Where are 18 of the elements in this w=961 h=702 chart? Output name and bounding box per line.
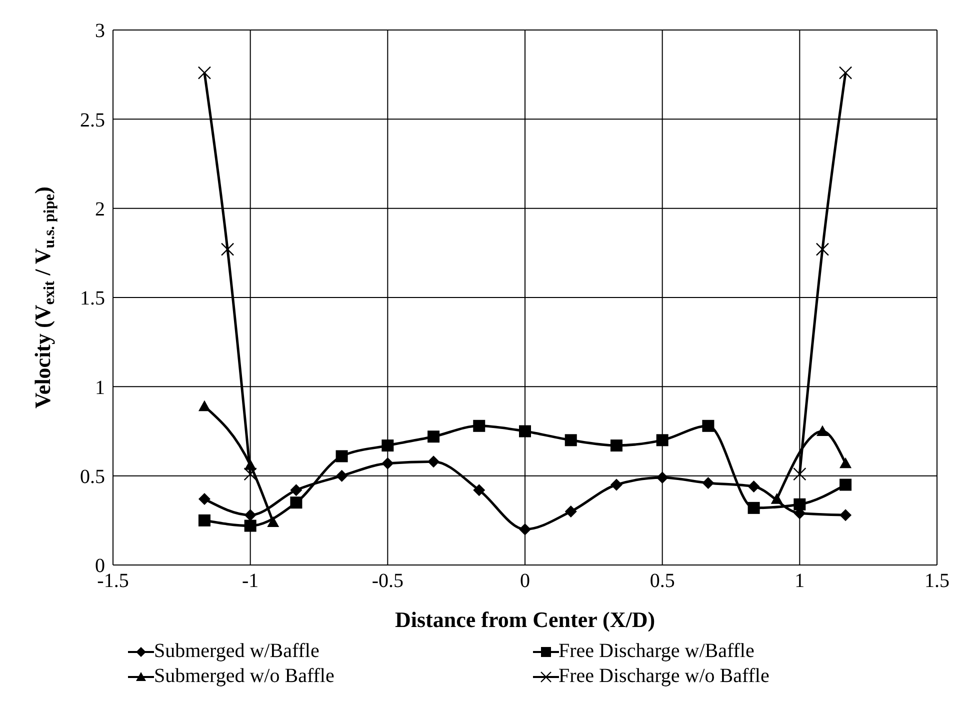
legend-label: Free Discharge w/Baffle: [558, 640, 754, 663]
x-tick-label: 0: [520, 570, 530, 592]
x-tick-label: 1: [794, 570, 805, 592]
x-tick-label: 0.5: [650, 570, 675, 592]
y-tick-label: 3: [95, 20, 105, 42]
legend-label: Free Discharge w/o Baffle: [558, 665, 770, 688]
x-axis-title: Distance from Center (X/D): [394, 607, 656, 632]
x-tick-label: -1: [242, 570, 259, 592]
x-tick-label: 1.5: [924, 570, 950, 592]
legend-label: Submerged w/Baffle: [154, 640, 320, 663]
y-tick-label: 0: [95, 555, 105, 578]
y-tick-label: 0.5: [80, 466, 105, 488]
y-tick-label: 2.5: [80, 109, 105, 132]
legend-label: Submerged w/o Baffle: [154, 665, 334, 688]
x-tick-label: -0.5: [372, 570, 404, 592]
y-tick-label: 1: [95, 376, 105, 399]
y-tick-label: 1.5: [80, 288, 105, 310]
y-tick-label: 2: [95, 198, 105, 220]
